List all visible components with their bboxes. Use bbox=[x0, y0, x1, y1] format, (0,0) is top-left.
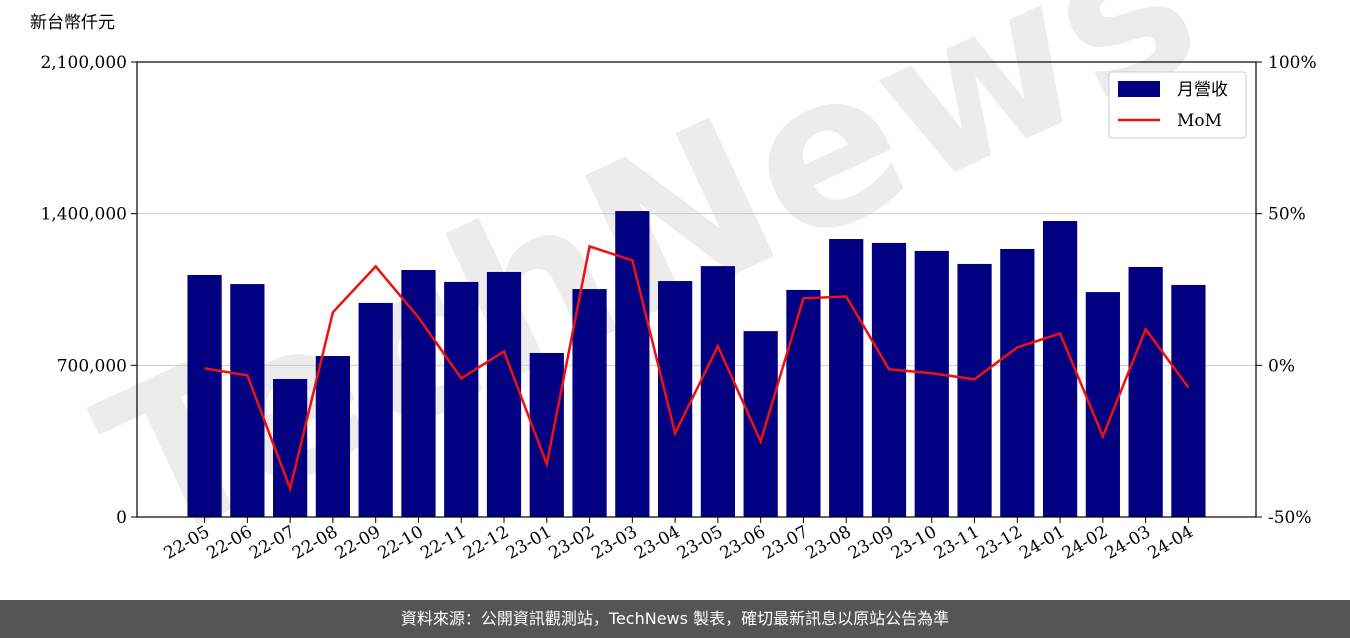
y-axis-label: 新台幣仟元 bbox=[30, 13, 115, 33]
x-tick-label: 23-05 bbox=[674, 522, 726, 564]
bar bbox=[230, 284, 265, 517]
legend-swatch bbox=[1118, 81, 1160, 97]
x-tick-label: 23-12 bbox=[973, 522, 1025, 564]
bar bbox=[743, 331, 778, 517]
line bbox=[204, 244, 1190, 493]
bar bbox=[871, 242, 907, 517]
bar bbox=[786, 289, 821, 517]
bar bbox=[914, 250, 949, 517]
bar bbox=[1000, 248, 1035, 517]
x-tick-label: 24-01 bbox=[1016, 522, 1068, 564]
x-tick-label: 23-03 bbox=[588, 522, 640, 564]
x-tick-label: 23-08 bbox=[802, 522, 854, 564]
bar bbox=[187, 274, 222, 517]
bar bbox=[658, 281, 693, 517]
x-tick-label: 23-10 bbox=[888, 522, 940, 564]
footer: 資料來源：公開資訊觀測站，TechNews 製表，確切最新訊息以原站公告為準 bbox=[401, 609, 949, 628]
x-tick-label: 24-03 bbox=[1102, 522, 1154, 564]
x-tick-label: 23-06 bbox=[717, 522, 769, 564]
y2-tick-label: 50% bbox=[1268, 205, 1306, 225]
x-tick-label: 23-02 bbox=[546, 522, 598, 564]
bar bbox=[957, 263, 992, 517]
x-tick-label: 23-11 bbox=[931, 522, 983, 564]
y2-tick-label: 100% bbox=[1268, 53, 1317, 73]
footer-bar bbox=[0, 600, 1350, 638]
x-tick-label: 23-07 bbox=[759, 522, 811, 564]
x-tick-label: 22-09 bbox=[332, 522, 384, 564]
x-tick-label: 24-02 bbox=[1059, 522, 1111, 564]
bar bbox=[700, 266, 735, 517]
plot-frame bbox=[136, 61, 1257, 518]
x-tick-label: 22-11 bbox=[417, 522, 469, 564]
x-tick-label: 22-10 bbox=[375, 522, 427, 564]
bar bbox=[315, 356, 351, 517]
y-tick-label: 2,100,000 bbox=[40, 53, 127, 73]
y-tick-label: 1,400,000 bbox=[40, 205, 127, 225]
y2-tick-label: 0% bbox=[1268, 356, 1295, 376]
y2-tick-label: -50% bbox=[1268, 508, 1312, 528]
bar bbox=[829, 239, 864, 517]
x-tick-label: 23-01 bbox=[503, 522, 555, 564]
bar bbox=[1171, 284, 1206, 517]
legend-label: 月營收 bbox=[1177, 80, 1228, 100]
bar bbox=[572, 289, 607, 517]
bar bbox=[358, 302, 393, 517]
y-tick-label: 0 bbox=[116, 508, 127, 528]
bar bbox=[1042, 221, 1078, 518]
x-tick-label: 22-12 bbox=[460, 522, 512, 564]
x-tick-label: 23-04 bbox=[631, 522, 683, 564]
legend-label: MoM bbox=[1177, 111, 1222, 131]
y-tick-label: 700,000 bbox=[57, 356, 127, 376]
bar bbox=[486, 271, 522, 517]
bar bbox=[401, 270, 436, 517]
bar bbox=[444, 281, 479, 517]
x-tick-label: 24-04 bbox=[1144, 522, 1196, 564]
bar bbox=[1128, 266, 1163, 517]
bar bbox=[273, 378, 308, 517]
x-tick-label: 23-09 bbox=[845, 522, 897, 564]
